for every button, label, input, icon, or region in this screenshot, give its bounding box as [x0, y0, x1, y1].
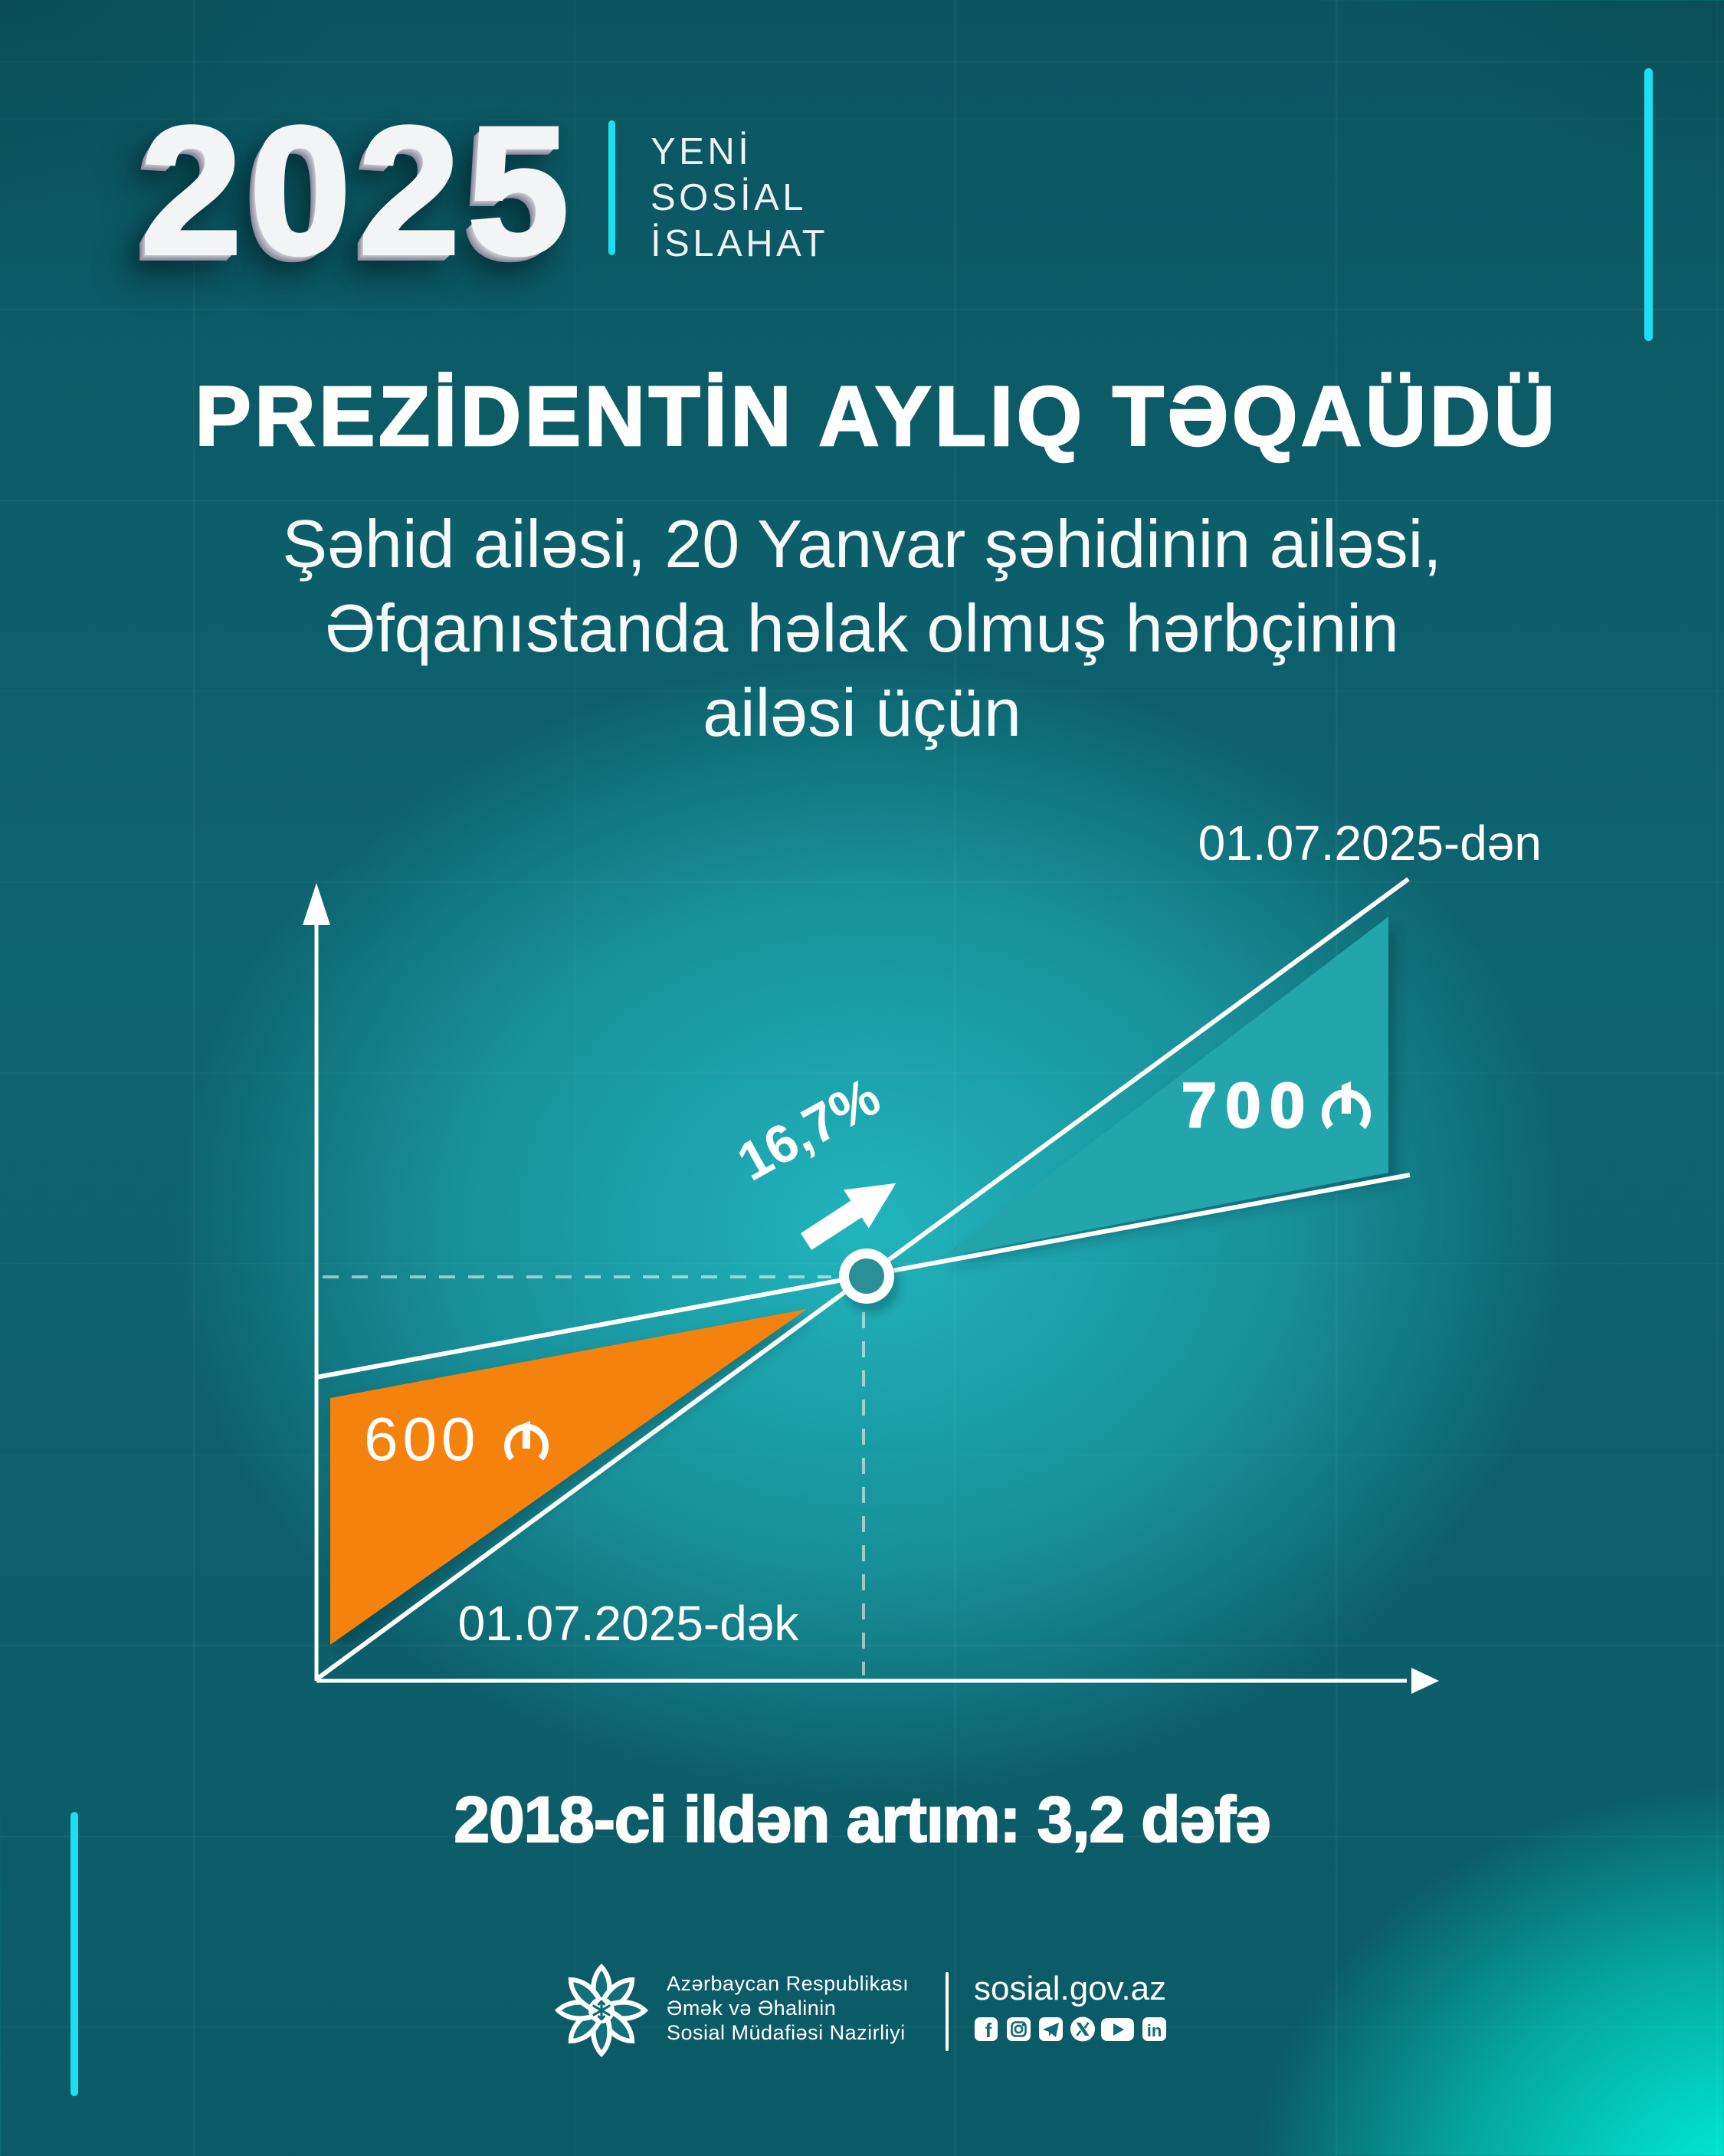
svg-text:in: in — [1147, 2021, 1162, 2040]
svg-text:700: 700 — [1182, 1071, 1314, 1140]
svg-text:01.07.2025-dən: 01.07.2025-dən — [1198, 815, 1542, 871]
svg-text:16,7%: 16,7% — [728, 1066, 890, 1192]
svg-text:01.07.2025-dək: 01.07.2025-dək — [458, 1596, 800, 1651]
svg-text:600: 600 — [364, 1405, 480, 1473]
svg-text:f: f — [985, 2019, 992, 2042]
